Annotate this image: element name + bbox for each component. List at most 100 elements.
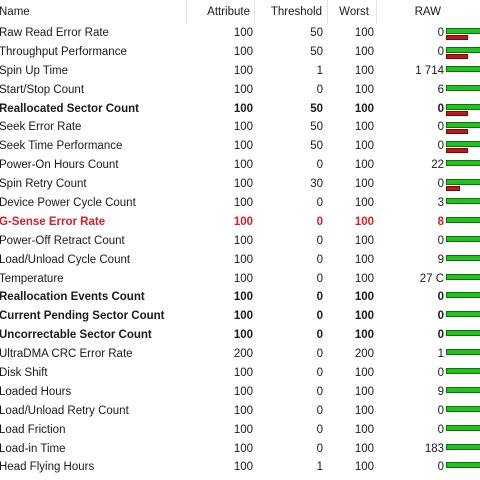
attribute-value-cell: 100 [233,461,253,474]
table-row[interactable]: Load/Unload Cycle Count 100 0 100 9 [0,251,480,270]
threshold-cell: 0 [316,329,323,342]
worst-cell: 100 [354,234,374,247]
worst-cell: 100 [354,159,374,172]
attribute-name-cell: G-Sense Error Rate [0,215,106,228]
table-row[interactable]: Seek Time Performance 100 50 100 0 [0,137,480,156]
attribute-value-cell: 100 [233,27,253,39]
worst-cell: 200 [354,348,374,361]
raw-cell: 0 [437,121,444,134]
threshold-cell: 0 [316,310,323,323]
table-row[interactable]: Reallocated Sector Count 100 50 100 0 [0,100,480,119]
table-row[interactable]: Load/Unload Retry Count 100 0 100 0 [0,402,480,421]
table-row[interactable]: Seek Error Rate 100 50 100 0 [0,118,480,137]
health-bar-good [446,103,480,110]
threshold-cell: 0 [316,83,323,96]
attribute-value-cell: 200 [233,348,253,361]
threshold-cell: 0 [316,367,323,380]
table-row[interactable]: Head Flying Hours 100 1 100 0 [0,458,480,477]
attribute-value-cell: 100 [233,329,253,342]
column-header-raw[interactable]: RAW [377,0,450,24]
table-row[interactable]: Power-On Hours Count 100 0 100 22 [0,156,480,175]
health-bar-bad [446,148,468,154]
health-bar-good [446,28,480,34]
attribute-name-cell: Throughput Performance [0,45,127,58]
table-body: Raw Read Error Rate 100 50 100 0 Throughput P… [0,24,480,477]
threshold-cell: 50 [310,140,323,153]
health-bar-good [446,65,480,72]
column-header-threshold[interactable]: Threshold [255,0,328,24]
worst-cell: 100 [354,45,374,58]
health-bar-bad [446,129,468,135]
worst-cell: 100 [354,140,374,153]
raw-cell: 0 [437,367,444,380]
attribute-name-cell: Head Flying Hours [0,461,95,474]
health-bar [446,405,480,418]
threshold-cell: 50 [310,121,323,134]
health-bar [446,141,480,154]
table-row[interactable]: Spin Retry Count 100 30 100 0 [0,175,480,194]
health-bar [446,46,480,59]
table-row[interactable]: Throughput Performance 100 50 100 0 [0,43,480,62]
worst-cell: 100 [354,461,374,474]
raw-cell: 0 [437,310,444,323]
attribute-name-cell: Load-in Time [0,442,66,455]
health-bar [446,65,480,78]
table-row[interactable]: Disk Shift 100 0 100 0 [0,364,480,383]
table-row[interactable]: G-Sense Error Rate 100 0 100 8 [0,213,480,232]
health-bar-good [446,386,480,393]
health-bar [446,292,480,304]
health-bar-good [446,235,480,242]
attribute-value-cell: 100 [233,253,253,266]
threshold-cell: 0 [316,442,323,455]
attribute-name-cell: Loaded Hours [0,385,72,398]
worst-cell: 100 [354,272,374,285]
health-bar-good [446,292,480,299]
threshold-cell: 0 [316,272,323,285]
raw-cell: 183 [424,442,444,455]
table-row[interactable]: Raw Read Error Rate 100 50 100 0 [0,24,480,43]
raw-cell: 0 [437,329,444,342]
column-header-worst[interactable]: Worst [328,0,377,24]
table-row[interactable]: Load Friction 100 0 100 0 [0,421,480,440]
threshold-cell: 50 [310,45,323,58]
health-bar [446,198,480,210]
column-header-worst-label: Worst [339,6,369,18]
health-bar [446,273,480,286]
health-bar [446,179,480,192]
attribute-value-cell: 100 [233,159,253,172]
column-header-threshold-label: Threshold [270,6,322,18]
table-row[interactable]: Start/Stop Count 100 0 100 6 [0,81,480,100]
worst-cell: 100 [354,64,374,77]
attribute-value-cell: 100 [233,178,253,191]
raw-cell: 0 [437,140,444,153]
worst-cell: 100 [354,253,374,266]
table-row[interactable]: UltraDMA CRC Error Rate 200 0 200 1 [0,345,480,364]
column-header-attribute[interactable]: Attribute [187,0,255,24]
health-bar [446,216,480,229]
attribute-name-cell: Load/Unload Cycle Count [0,253,131,266]
table-row[interactable]: Current Pending Sector Count 100 0 100 0 [0,307,480,326]
health-bar-good [446,311,480,318]
health-bar-good [446,46,480,53]
table-row[interactable]: Uncorrectable Sector Count 100 0 100 0 [0,326,480,345]
health-bar [446,84,480,97]
worst-cell: 100 [354,215,374,228]
attribute-name-cell: Current Pending Sector Count [0,310,165,323]
table-row[interactable]: Device Power Cycle Count 100 0 100 3 [0,194,480,213]
raw-cell: 1 714 [415,64,444,77]
raw-cell: 0 [437,423,444,436]
attribute-name-cell: Device Power Cycle Count [0,197,136,210]
threshold-cell: 0 [316,404,323,417]
attribute-name-cell: Reallocation Events Count [0,291,145,304]
health-bar-good [446,216,480,223]
table-row[interactable]: Power-Off Retract Count 100 0 100 0 [0,232,480,251]
table-row[interactable]: Spin Up Time 100 1 100 1 714 [0,62,480,81]
table-row[interactable]: Loaded Hours 100 0 100 9 [0,383,480,402]
table-row[interactable]: Temperature 100 0 100 27 C [0,270,480,289]
table-row[interactable]: Reallocation Events Count 100 0 100 0 [0,288,480,307]
attribute-name-cell: Seek Time Performance [0,140,123,153]
column-header-name[interactable]: Name [0,0,187,24]
table-row[interactable]: Load-in Time 100 0 100 183 [0,440,480,459]
attribute-value-cell: 100 [233,83,253,96]
attribute-value-cell: 100 [233,272,253,285]
